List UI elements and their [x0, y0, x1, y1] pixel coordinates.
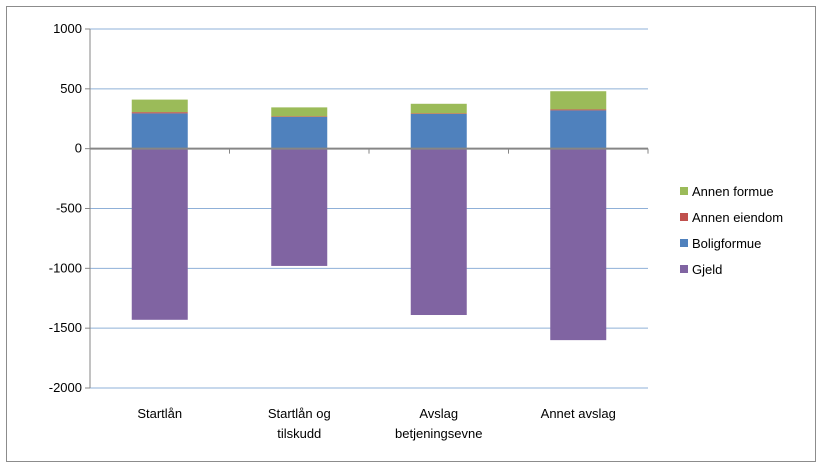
- y-tick-label: -1000: [49, 260, 82, 275]
- x-tick-label: Avslag betjeningsevne: [395, 406, 482, 441]
- y-tick-label: 1000: [53, 21, 82, 36]
- legend-label: Boligformue: [692, 235, 762, 251]
- bar-gjeld: [410, 148, 467, 316]
- legend-swatch: [680, 187, 688, 195]
- y-tick-label: -2000: [49, 380, 82, 395]
- bar-gjeld: [550, 148, 607, 341]
- axes: [85, 28, 649, 389]
- bar-annen-eiendom: [271, 116, 328, 117]
- bar-annen-eiendom: [550, 109, 607, 111]
- bar-groups: [131, 91, 607, 341]
- x-tick-label: Startlån og tilskudd: [268, 406, 331, 441]
- y-tick-label: -500: [56, 201, 82, 216]
- bar-boligformue: [550, 110, 607, 149]
- bar-annen-eiendom: [131, 112, 188, 114]
- legend-swatch: [680, 239, 688, 247]
- x-tick-labels: Startlån Startlån og tilskudd Avslag betjeni…: [137, 406, 615, 441]
- legend-item: Annen formue: [680, 178, 783, 204]
- y-tick-label: 0: [75, 141, 82, 156]
- legend-item: Gjeld: [680, 256, 783, 282]
- bar-annen-formue: [550, 91, 607, 110]
- y-tick-label: 500: [60, 81, 82, 96]
- bar-gjeld: [271, 148, 328, 266]
- legend-label: Gjeld: [692, 261, 723, 277]
- bar-annen-eiendom: [410, 113, 467, 114]
- x-tick-label: Annet avslag: [541, 406, 616, 421]
- legend-swatch: [680, 265, 688, 273]
- y-tick-labels: 1000 500 0 -500 -1000 -1500 -2000: [49, 21, 82, 395]
- bar-boligformue: [131, 113, 188, 149]
- y-tick-label: -1500: [49, 320, 82, 335]
- x-tick-label: Startlån: [137, 406, 182, 421]
- legend-label: Annen formue: [692, 183, 774, 199]
- bar-boligformue: [271, 116, 328, 149]
- legend-swatch: [680, 213, 688, 221]
- legend-item: Annen eiendom: [680, 204, 783, 230]
- bar-annen-formue: [131, 99, 188, 113]
- legend-label: Annen eiendom: [692, 209, 784, 225]
- bar-annen-formue: [410, 103, 467, 114]
- legend-item: Boligformue: [680, 230, 783, 256]
- bar-boligformue: [410, 113, 467, 149]
- bar-annen-formue: [271, 107, 328, 117]
- legend: Annen formue Annen eiendom Boligformue Gjel…: [680, 178, 783, 282]
- bar-gjeld: [131, 148, 188, 320]
